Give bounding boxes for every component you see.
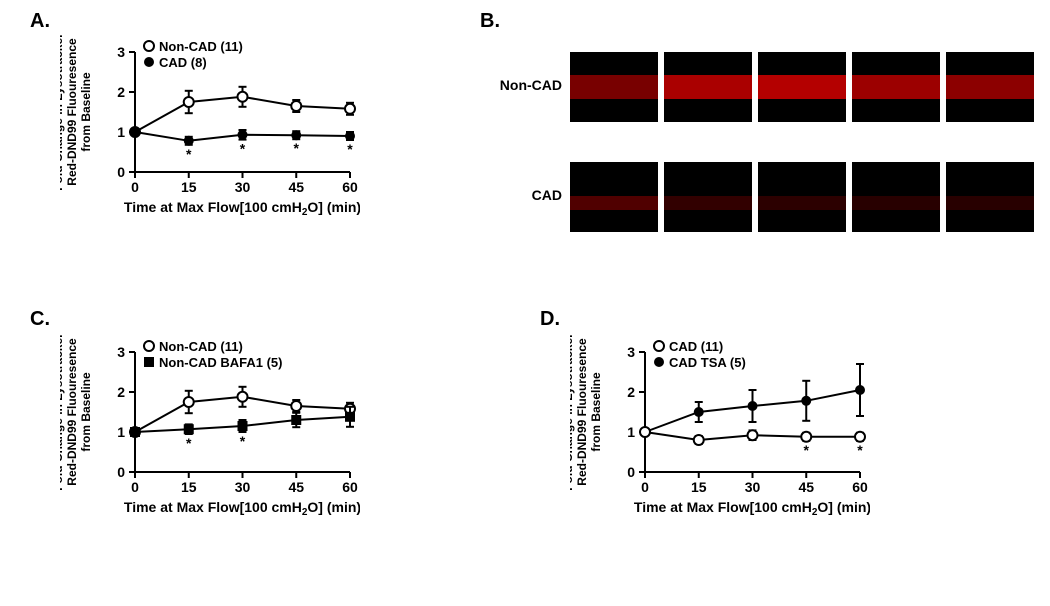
svg-text:45: 45 [798, 479, 814, 495]
svg-text:Time at Max Flow[100 cmH2O] (m: Time at Max Flow[100 cmH2O] (min) [124, 199, 360, 218]
svg-text:CAD TSA (5): CAD TSA (5) [669, 355, 746, 370]
svg-text:Time at Max Flow[100 cmH2O] (m: Time at Max Flow[100 cmH2O] (min) [634, 499, 870, 518]
svg-text:Non-CAD (11): Non-CAD (11) [159, 339, 243, 354]
panel-d-label: D. [540, 308, 560, 331]
chart-c: 0123015304560Time at Max Flow[100 cmH2O]… [60, 330, 360, 520]
svg-text:0: 0 [641, 479, 649, 495]
chart-a: 0123015304560Time at Max Flow[100 cmH2O]… [60, 30, 360, 220]
svg-text:2: 2 [117, 384, 125, 400]
svg-text:*: * [240, 433, 246, 449]
svg-text:30: 30 [235, 479, 251, 495]
svg-text:60: 60 [342, 479, 358, 495]
svg-text:*: * [347, 141, 353, 157]
panel-c-label: C. [30, 308, 50, 331]
svg-text:15: 15 [691, 479, 707, 495]
svg-text:*: * [294, 140, 300, 156]
fluorescence-panel [852, 52, 940, 122]
svg-text:Time at Max Flow[100 cmH2O] (m: Time at Max Flow[100 cmH2O] (min) [124, 499, 360, 518]
svg-text:1: 1 [117, 424, 125, 440]
panel-b-label: B. [480, 10, 500, 33]
fluorescence-panel [570, 52, 658, 122]
svg-text:45: 45 [288, 179, 304, 195]
svg-text:CAD (11): CAD (11) [669, 339, 723, 354]
fluorescence-panel [852, 162, 940, 232]
fluorescence-panel [758, 52, 846, 122]
svg-text:0: 0 [131, 179, 139, 195]
svg-text:Fold Change in LysotrackerRed-: Fold Change in LysotrackerRed-DND99 Fluo… [60, 33, 93, 191]
svg-text:0: 0 [117, 164, 125, 180]
svg-text:60: 60 [342, 179, 358, 195]
svg-text:2: 2 [117, 84, 125, 100]
svg-text:0: 0 [627, 464, 635, 480]
svg-text:60: 60 [852, 479, 868, 495]
svg-text:0: 0 [117, 464, 125, 480]
panel-a-label: A. [30, 10, 50, 33]
svg-text:*: * [804, 442, 810, 458]
svg-text:Non-CAD BAFA1 (5): Non-CAD BAFA1 (5) [159, 355, 283, 370]
svg-text:*: * [186, 435, 192, 451]
svg-text:1: 1 [627, 424, 635, 440]
svg-text:1: 1 [117, 124, 125, 140]
svg-text:30: 30 [235, 179, 251, 195]
svg-text:0: 0 [131, 479, 139, 495]
svg-text:3: 3 [117, 44, 125, 60]
fluorescence-panel [946, 162, 1034, 232]
svg-text:CAD (8): CAD (8) [159, 55, 207, 70]
fluorescence-panel [758, 162, 846, 232]
svg-text:Fold Change in LysotrackerRed-: Fold Change in LysotrackerRed-DND99 Fluo… [60, 333, 93, 491]
fluorescence-panel [664, 52, 752, 122]
svg-text:15: 15 [181, 179, 197, 195]
svg-text:2: 2 [627, 384, 635, 400]
fluorescence-panel [664, 162, 752, 232]
svg-text:*: * [186, 146, 192, 162]
svg-text:3: 3 [627, 344, 635, 360]
svg-text:*: * [857, 442, 863, 458]
svg-text:*: * [240, 141, 246, 157]
svg-text:45: 45 [288, 479, 304, 495]
imgstrip-row-label: CAD [490, 187, 562, 203]
svg-text:Non-CAD (11): Non-CAD (11) [159, 39, 243, 54]
svg-text:15: 15 [181, 479, 197, 495]
fluorescence-panel [946, 52, 1034, 122]
imgstrip-row-label: Non-CAD [490, 77, 562, 93]
chart-d: 0123015304560Time at Max Flow[100 cmH2O]… [570, 330, 870, 520]
svg-text:Fold Change in LysotrackerRed-: Fold Change in LysotrackerRed-DND99 Fluo… [570, 333, 603, 491]
fluorescence-panel [570, 162, 658, 232]
svg-text:30: 30 [745, 479, 761, 495]
svg-text:3: 3 [117, 344, 125, 360]
